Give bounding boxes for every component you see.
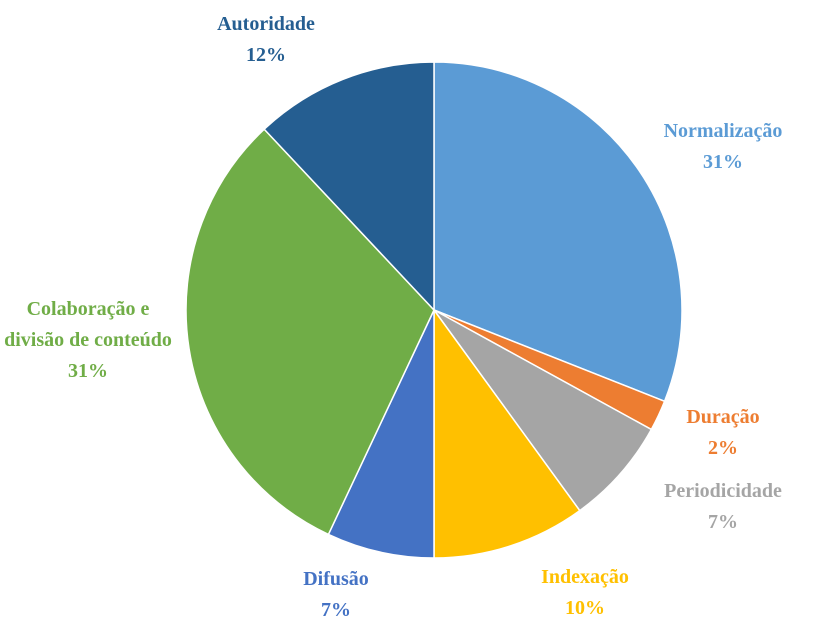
value-label: 7%	[321, 599, 351, 621]
value-label: 12%	[246, 44, 286, 66]
category-label: Autoridade	[217, 13, 315, 35]
data-label: Periodicidade 7%	[638, 476, 808, 538]
data-label: Colaboração e divisão de conteúdo 31%	[4, 294, 172, 387]
category-label: Colaboração e divisão de conteúdo	[4, 298, 172, 351]
value-label: 7%	[708, 511, 738, 533]
value-label: 31%	[703, 151, 743, 173]
value-label: 2%	[708, 437, 738, 459]
data-label: Autoridade 12%	[196, 9, 336, 71]
pie-slice	[433, 309, 653, 512]
category-label: Duração	[686, 406, 760, 428]
category-label: Indexação	[541, 566, 629, 588]
value-label: 10%	[565, 597, 605, 619]
pie-slice	[433, 61, 683, 403]
pie-slice	[433, 307, 581, 559]
pie-slice	[327, 309, 435, 559]
data-label: Indexação 10%	[515, 562, 655, 624]
pie-slice	[263, 61, 435, 312]
pie-slice	[185, 128, 435, 536]
category-label: Normalização	[663, 120, 783, 142]
data-label: Duração 2%	[663, 402, 783, 464]
data-label: Difusão 7%	[276, 564, 396, 626]
value-label: 31%	[68, 360, 108, 382]
category-label: Difusão	[303, 568, 369, 590]
data-label: Normalização 31%	[643, 116, 803, 178]
category-label: Periodicidade	[664, 480, 782, 502]
